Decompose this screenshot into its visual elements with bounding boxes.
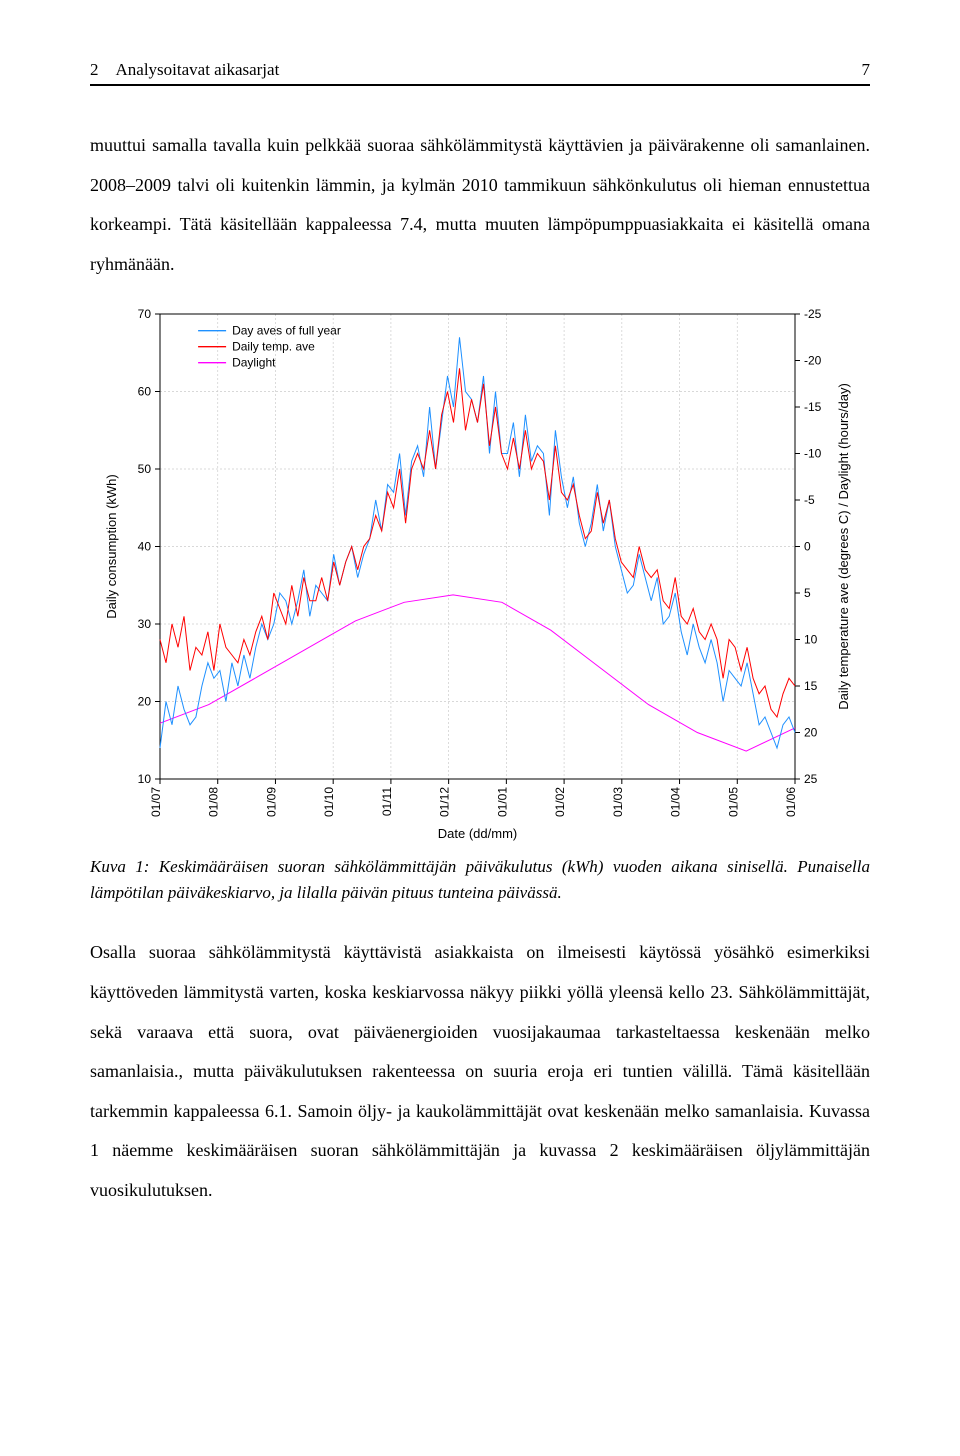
paragraph-2: Osalla suoraa sähkölämmitystä käyttävist… [90, 933, 870, 1210]
section-number: 2 [90, 60, 99, 79]
section-title: Analysoitavat aikasarjat [116, 60, 280, 79]
svg-text:01/12: 01/12 [438, 787, 452, 817]
svg-text:10: 10 [138, 772, 152, 786]
svg-text:20: 20 [804, 726, 818, 740]
svg-text:Daily temperature ave (degrees: Daily temperature ave (degrees C) / Dayl… [836, 384, 851, 711]
svg-text:-5: -5 [804, 493, 815, 507]
svg-text:50: 50 [138, 462, 152, 476]
svg-text:25: 25 [804, 772, 818, 786]
svg-text:01/09: 01/09 [264, 787, 278, 817]
svg-text:-10: -10 [804, 447, 822, 461]
chart-svg: 10 20 30 40 50 60 70 -25 -20 -15 -10 -5 0 5 10 15 20 25 01… [100, 304, 860, 844]
svg-text:5: 5 [804, 586, 811, 600]
svg-text:01/02: 01/02 [553, 787, 567, 817]
svg-text:70: 70 [138, 307, 152, 321]
svg-text:15: 15 [804, 679, 818, 693]
svg-text:01/01: 01/01 [495, 787, 509, 817]
svg-text:0: 0 [804, 540, 811, 554]
svg-text:01/11: 01/11 [380, 787, 394, 816]
svg-text:20: 20 [138, 695, 152, 709]
svg-text:01/08: 01/08 [207, 787, 221, 817]
svg-text:Daylight: Daylight [232, 356, 276, 370]
svg-text:Daily consumption (kWh): Daily consumption (kWh) [104, 475, 119, 620]
svg-text:60: 60 [138, 385, 152, 399]
svg-text:-20: -20 [804, 354, 822, 368]
page-header: 2 Analysoitavat aikasarjat 7 [90, 60, 870, 86]
svg-text:01/10: 01/10 [322, 787, 336, 817]
svg-text:01/04: 01/04 [669, 787, 683, 817]
svg-text:40: 40 [138, 540, 152, 554]
paragraph-1: muuttui samalla tavalla kuin pelkkää suo… [90, 126, 870, 284]
svg-text:Daily temp. ave: Daily temp. ave [232, 340, 315, 354]
svg-text:01/03: 01/03 [611, 787, 625, 817]
figure-1-chart: 10 20 30 40 50 60 70 -25 -20 -15 -10 -5 0 5 10 15 20 25 01… [100, 304, 860, 844]
svg-text:-15: -15 [804, 400, 822, 414]
svg-text:01/07: 01/07 [149, 787, 163, 817]
svg-text:10: 10 [804, 633, 818, 647]
svg-text:Date (dd/mm): Date (dd/mm) [438, 826, 517, 841]
figure-1-caption: Kuva 1: Keskimääräisen suoran sähkölämmi… [90, 854, 870, 905]
svg-text:30: 30 [138, 617, 152, 631]
svg-text:01/05: 01/05 [726, 787, 740, 817]
svg-text:Day aves of full year: Day aves of full year [232, 324, 341, 338]
page-number: 7 [862, 60, 871, 80]
svg-text:-25: -25 [804, 307, 822, 321]
svg-text:01/06: 01/06 [784, 787, 798, 817]
